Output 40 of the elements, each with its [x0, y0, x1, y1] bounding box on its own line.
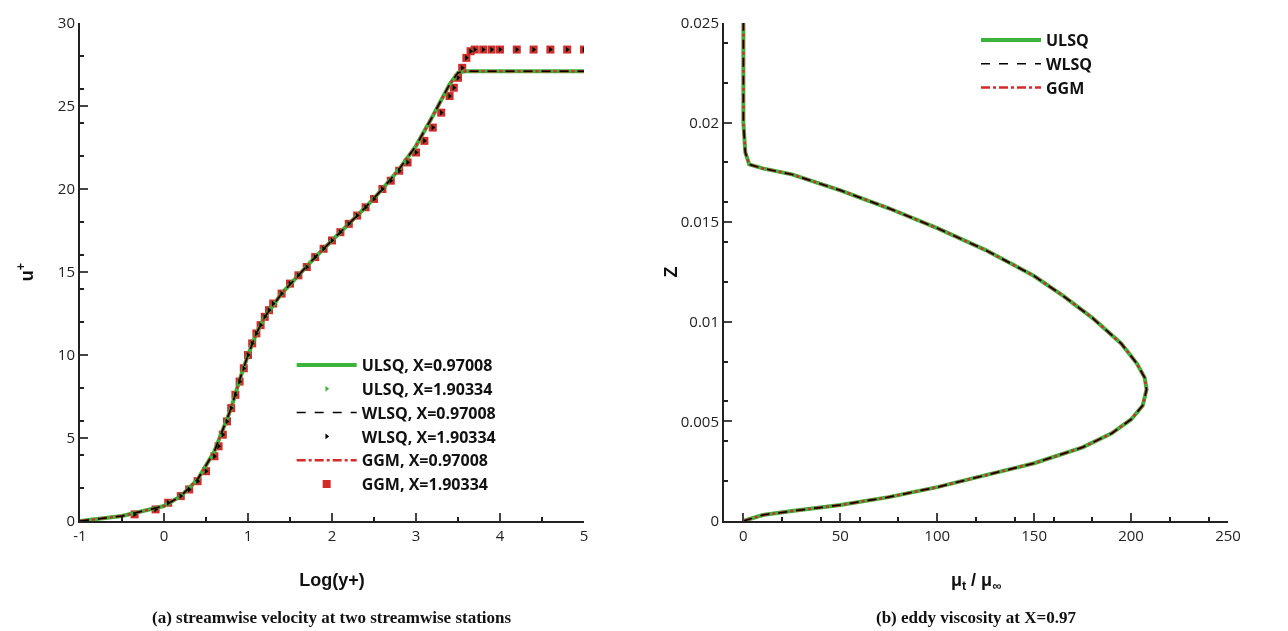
y-tick-label: 10	[57, 344, 75, 365]
y-axis-title: Z	[661, 266, 681, 278]
x-tick-label: 0	[739, 525, 748, 545]
x-tick-label: -1	[73, 525, 87, 545]
legend-label: WLSQ	[1046, 52, 1093, 75]
y-tick-label: 5	[66, 427, 75, 448]
legend-label: GGM, X=0.97008	[361, 449, 488, 472]
legend-label: WLSQ, X=1.90334	[361, 425, 496, 448]
y-tick-label: 30	[57, 12, 75, 33]
x-tick-label: 2	[327, 525, 337, 545]
legend-label: ULSQ	[1046, 29, 1089, 52]
y-tick-label: 25	[57, 95, 75, 116]
x-axis-title: Log(y+)	[299, 570, 365, 590]
text: (b) eddy viscosity at X=0.97	[876, 608, 1077, 627]
y-tick-label: 0	[66, 510, 75, 531]
x-tick-label: 1	[243, 525, 253, 545]
x-tick-label: 5	[579, 525, 589, 545]
legend-label: ULSQ, X=1.90334	[361, 378, 493, 401]
x-tick-label: 200	[1118, 525, 1144, 545]
y-tick-label: 0.01	[689, 311, 719, 332]
x-tick-label: 100	[924, 525, 951, 545]
x-tick-label: 4	[495, 525, 505, 545]
legend-label: WLSQ, X=0.97008	[361, 401, 496, 424]
y-tick-label: 20	[57, 178, 75, 199]
x-tick-label: 3	[411, 525, 421, 545]
y-tick-label: 0.005	[680, 410, 719, 431]
y-tick-label: 15	[57, 261, 75, 282]
legend-label: GGM	[1046, 76, 1085, 99]
x-tick-label: 150	[1021, 525, 1048, 545]
y-tick-label: 0.025	[680, 12, 719, 33]
text: (a) streamwise velocity at two streamwise stations	[152, 608, 512, 627]
x-axis-title: μ$_{t}$ / μ$_{∞}$	[950, 570, 1002, 593]
legend-label: GGM, X=1.90334	[361, 473, 488, 496]
y-tick-label: 0.015	[680, 211, 719, 232]
y-tick-label: 0.02	[689, 111, 719, 132]
legend-label: ULSQ, X=0.97008	[361, 354, 493, 377]
y-tick-label: 0	[710, 510, 719, 531]
x-tick-label: 0	[159, 525, 169, 545]
x-tick-label: 50	[831, 525, 849, 545]
x-tick-label: 250	[1215, 525, 1241, 545]
